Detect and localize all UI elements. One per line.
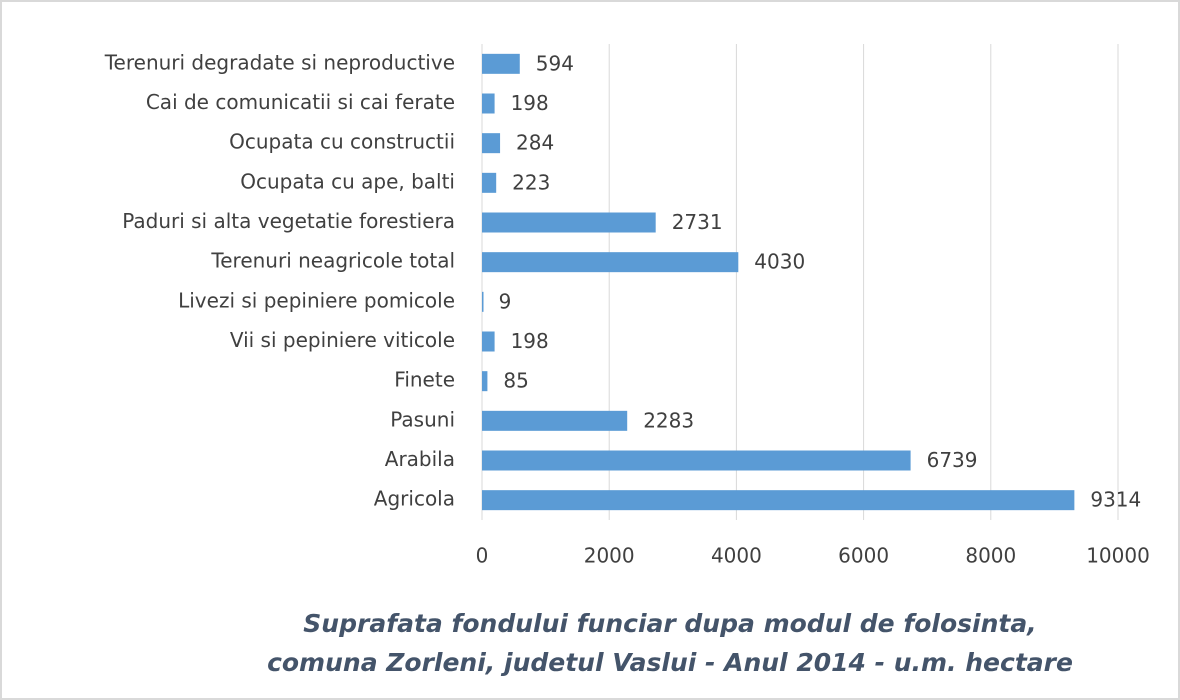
bar xyxy=(482,93,495,114)
y-tick-label: Paduri si alta vegetatie forestiera xyxy=(122,209,455,233)
x-tick-label: 10000 xyxy=(1086,544,1150,568)
y-tick-label: Cai de comunicatii si cai ferate xyxy=(146,90,455,114)
bar xyxy=(482,291,484,312)
y-tick-label: Livezi si pepiniere pomicole xyxy=(178,288,455,312)
y-tick-label: Ocupata cu ape, balti xyxy=(240,169,455,193)
y-tick-label: Finete xyxy=(394,368,455,392)
bar xyxy=(482,172,497,193)
x-tick-label: 8000 xyxy=(965,544,1016,568)
bar xyxy=(482,53,520,74)
value-label: 6739 xyxy=(927,448,978,472)
bar xyxy=(482,410,628,431)
value-label: 9 xyxy=(499,289,512,313)
bar xyxy=(482,212,656,233)
value-label: 4030 xyxy=(754,250,805,274)
y-tick-label: Arabila xyxy=(385,447,455,471)
bar xyxy=(482,331,495,352)
chart-title: Suprafata fondului funciar dupa modul de… xyxy=(303,609,1036,638)
value-label: 2731 xyxy=(672,210,723,234)
chart-title: comuna Zorleni, judetul Vaslui - Anul 20… xyxy=(267,648,1073,677)
bar xyxy=(482,371,488,392)
y-tick-label: Vii si pepiniere viticole xyxy=(230,328,455,352)
value-label: 2283 xyxy=(643,408,694,432)
x-tick-label: 0 xyxy=(476,544,489,568)
value-label: 594 xyxy=(536,51,574,75)
y-tick-label: Terenuri neagricole total xyxy=(210,249,455,273)
bar xyxy=(482,490,1075,511)
value-label: 284 xyxy=(516,131,554,155)
value-label: 198 xyxy=(511,329,549,353)
value-label: 9314 xyxy=(1090,488,1141,512)
x-tick-label: 4000 xyxy=(711,544,762,568)
y-tick-label: Agricola xyxy=(374,487,455,511)
x-tick-label: 2000 xyxy=(584,544,635,568)
value-label: 85 xyxy=(503,369,528,393)
value-label: 223 xyxy=(512,170,550,194)
y-tick-label: Terenuri degradate si neproductive xyxy=(104,50,455,74)
y-tick-label: Ocupata cu constructii xyxy=(229,130,455,154)
x-tick-label: 6000 xyxy=(838,544,889,568)
value-label: 198 xyxy=(511,91,549,115)
bar xyxy=(482,133,501,154)
y-tick-label: Pasuni xyxy=(390,407,455,431)
bar xyxy=(482,450,911,471)
bar xyxy=(482,252,739,273)
